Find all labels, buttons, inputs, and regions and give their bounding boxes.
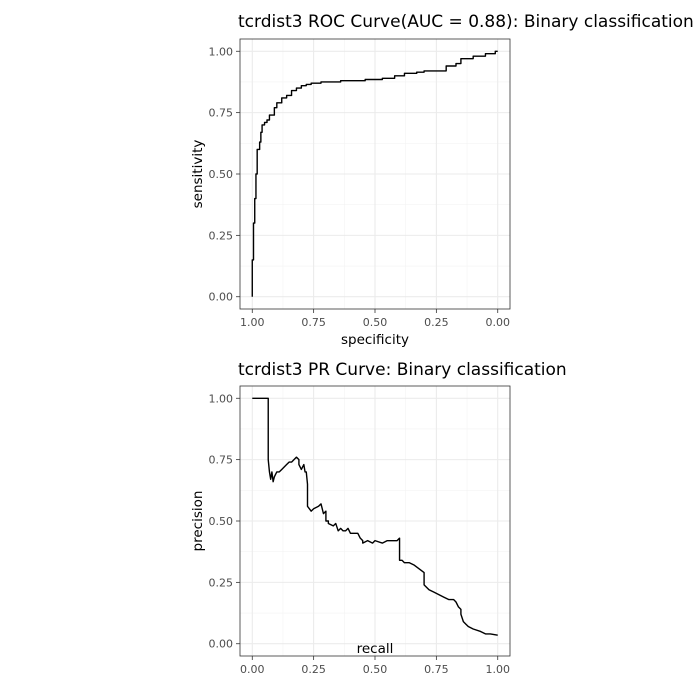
roc-y-tick-label: 0.25	[209, 229, 234, 242]
pr-x-tick-label: 0.25	[301, 663, 326, 676]
pr-ticks: 0.00 0.25 0.50 0.75 1.00 0.00 0.25 0.50 0.75 1.00	[209, 392, 510, 676]
roc-y-tick-label: 0.00	[209, 291, 234, 304]
roc-curve-line	[251, 50, 498, 297]
pr-grid	[240, 386, 510, 656]
roc-x-tick-label: 0.50	[363, 316, 388, 329]
pr-y-tick-label: 0.75	[209, 454, 234, 467]
roc-x-tick-label: 0.25	[424, 316, 449, 329]
pr-curve-line	[252, 397, 498, 636]
roc-x-axis-label: specificity	[341, 332, 409, 348]
roc-y-tick-label: 0.75	[209, 107, 234, 120]
roc-y-tick-label: 1.00	[209, 45, 234, 58]
pr-curve-layer	[252, 397, 498, 636]
pr-chart: tcrdist3 PR Curve: Binary classification…	[190, 360, 567, 676]
roc-x-tick-label: 0.75	[301, 316, 326, 329]
roc-x-tick-label: 1.00	[240, 316, 265, 329]
pr-x-tick-label: 1.00	[485, 663, 510, 676]
roc-y-axis-label: sensitivity	[190, 140, 206, 209]
roc-panel-border	[239, 38, 511, 310]
pr-x-tick-label: 0.50	[363, 663, 388, 676]
pr-x-axis-label: recall	[357, 641, 394, 657]
roc-chart-title: tcrdist3 ROC Curve(AUC = 0.88): Binary c…	[238, 12, 694, 32]
pr-x-tick-label: 0.00	[240, 663, 265, 676]
roc-x-tick-label: 0.00	[485, 316, 510, 329]
roc-curve-layer	[251, 50, 498, 297]
pr-y-tick-label: 0.00	[209, 638, 234, 651]
roc-chart: tcrdist3 ROC Curve(AUC = 0.88): Binary c…	[190, 12, 694, 348]
roc-y-tick-label: 0.50	[209, 168, 234, 181]
pr-y-tick-label: 1.00	[209, 392, 234, 405]
pr-x-tick-label: 0.75	[424, 663, 449, 676]
pr-y-tick-label: 0.25	[209, 576, 234, 589]
pr-panel-border	[239, 385, 511, 657]
pr-y-axis-label: precision	[190, 491, 206, 552]
roc-ticks: 1.00 0.75 0.50 0.25 0.00 0.00 0.25 0.50 0.75 1.00	[209, 45, 510, 329]
pr-y-tick-label: 0.50	[209, 515, 234, 528]
roc-grid	[240, 39, 510, 309]
pr-chart-title: tcrdist3 PR Curve: Binary classification	[238, 360, 567, 380]
